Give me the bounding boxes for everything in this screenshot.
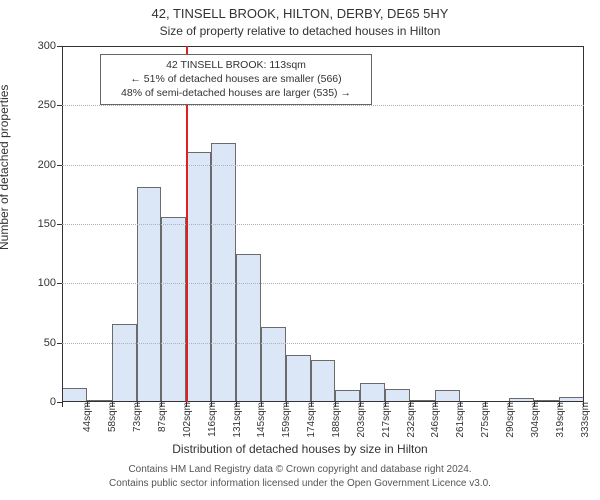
ytick-mark bbox=[57, 343, 62, 344]
xtick-label: 217sqm bbox=[377, 402, 392, 438]
histogram-bar bbox=[435, 390, 460, 402]
xtick-mark bbox=[335, 402, 336, 407]
footer-line-1: Contains HM Land Registry data © Crown c… bbox=[0, 464, 600, 475]
xtick-mark bbox=[211, 402, 212, 407]
xtick-label: 232sqm bbox=[402, 402, 417, 438]
chart-title: 42, TINSELL BROOK, HILTON, DERBY, DE65 5… bbox=[0, 6, 600, 21]
xtick-mark bbox=[559, 402, 560, 407]
xtick-mark bbox=[360, 402, 361, 407]
ytick-label: 0 bbox=[50, 396, 56, 408]
histogram-figure: 42, TINSELL BROOK, HILTON, DERBY, DE65 5… bbox=[0, 0, 600, 500]
xtick-mark bbox=[410, 402, 411, 407]
histogram-bar bbox=[236, 254, 261, 402]
ytick-label: 300 bbox=[38, 40, 56, 52]
xtick-mark bbox=[286, 402, 287, 407]
xtick-mark bbox=[460, 402, 461, 407]
histogram-bar bbox=[161, 217, 186, 402]
xtick-mark bbox=[261, 402, 262, 407]
xtick-mark bbox=[435, 402, 436, 407]
xtick-mark bbox=[112, 402, 113, 407]
grid-line bbox=[62, 283, 584, 284]
histogram-bar bbox=[186, 152, 211, 402]
xtick-mark bbox=[62, 402, 63, 407]
ytick-label: 150 bbox=[38, 218, 56, 230]
ytick-label: 100 bbox=[38, 277, 56, 289]
xtick-mark bbox=[385, 402, 386, 407]
xtick-label: 159sqm bbox=[277, 402, 292, 438]
ytick-label: 250 bbox=[38, 99, 56, 111]
histogram-bar bbox=[112, 324, 137, 402]
annotation-box: 42 TINSELL BROOK: 113sqm← 51% of detache… bbox=[100, 54, 372, 105]
plot-area: 05010015020025030044sqm58sqm73sqm87sqm10… bbox=[62, 46, 584, 402]
annotation-line: 48% of semi-detached houses are larger (… bbox=[107, 86, 365, 100]
xtick-mark bbox=[137, 402, 138, 407]
histogram-bar bbox=[286, 355, 311, 402]
ytick-mark bbox=[57, 165, 62, 166]
xtick-label: 174sqm bbox=[302, 402, 317, 438]
x-axis-label: Distribution of detached houses by size … bbox=[0, 442, 600, 456]
xtick-mark bbox=[236, 402, 237, 407]
chart-subtitle: Size of property relative to detached ho… bbox=[0, 24, 600, 38]
histogram-bar bbox=[137, 187, 162, 402]
xtick-mark bbox=[534, 402, 535, 407]
xtick-label: 116sqm bbox=[203, 402, 218, 437]
ytick-mark bbox=[57, 224, 62, 225]
ytick-label: 50 bbox=[44, 337, 56, 349]
ytick-mark bbox=[57, 46, 62, 47]
xtick-mark bbox=[509, 402, 510, 407]
histogram-bar bbox=[261, 327, 286, 402]
xtick-label: 145sqm bbox=[252, 402, 267, 438]
xtick-label: 290sqm bbox=[501, 402, 516, 438]
ytick-mark bbox=[57, 105, 62, 106]
ytick-label: 200 bbox=[38, 159, 56, 171]
xtick-label: 304sqm bbox=[526, 402, 541, 438]
grid-line bbox=[62, 105, 584, 106]
xtick-mark bbox=[186, 402, 187, 407]
histogram-bar bbox=[211, 143, 236, 402]
xtick-mark bbox=[87, 402, 88, 407]
xtick-label: 102sqm bbox=[178, 402, 193, 438]
annotation-line: ← 51% of detached houses are smaller (56… bbox=[107, 72, 365, 86]
xtick-mark bbox=[161, 402, 162, 407]
xtick-label: 319sqm bbox=[551, 402, 566, 438]
xtick-label: 275sqm bbox=[476, 402, 491, 438]
footer-line-2: Contains public sector information licen… bbox=[0, 478, 600, 489]
grid-line bbox=[62, 165, 584, 166]
histogram-bar bbox=[311, 360, 336, 402]
xtick-label: 131sqm bbox=[228, 402, 243, 438]
xtick-label: 188sqm bbox=[327, 402, 342, 438]
histogram-bar bbox=[360, 383, 385, 402]
y-axis-label: Number of detached properties bbox=[0, 85, 11, 250]
annotation-line: 42 TINSELL BROOK: 113sqm bbox=[107, 58, 365, 72]
xtick-mark bbox=[583, 402, 584, 407]
xtick-label: 203sqm bbox=[352, 402, 367, 438]
histogram-bar bbox=[335, 390, 360, 402]
xtick-label: 246sqm bbox=[426, 402, 441, 438]
xtick-mark bbox=[485, 402, 486, 407]
histogram-bar bbox=[385, 389, 410, 402]
histogram-bar bbox=[62, 388, 87, 402]
xtick-mark bbox=[311, 402, 312, 407]
ytick-mark bbox=[57, 283, 62, 284]
xtick-label: 261sqm bbox=[451, 402, 466, 438]
grid-line bbox=[62, 343, 584, 344]
grid-line bbox=[62, 224, 584, 225]
xtick-label: 333sqm bbox=[576, 402, 591, 438]
